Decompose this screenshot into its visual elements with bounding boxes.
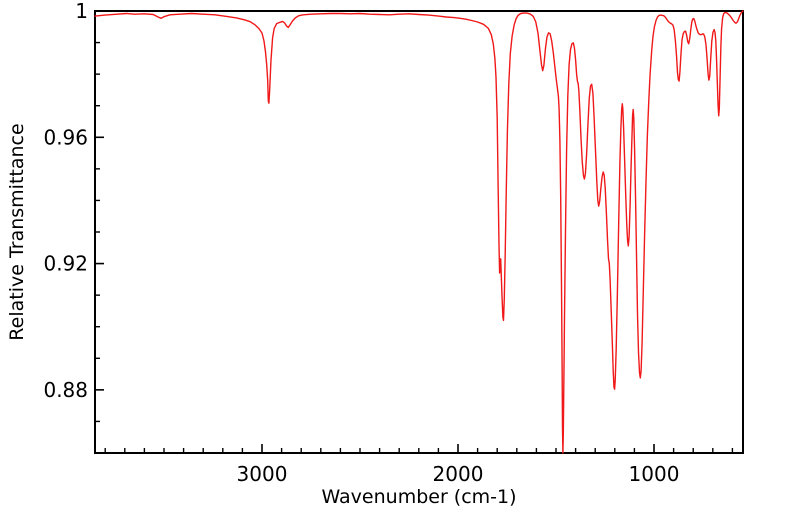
x-tick-label: 3000 [237,462,288,486]
y-tick-label: 0.88 [43,378,88,402]
x-tick-label: 2000 [433,462,484,486]
x-axis-label: Wavenumber (cm-1) [321,486,517,508]
spectrum-line [94,10,744,454]
y-axis-label: Relative Transmittance [6,123,28,341]
y-tick-label: 1 [75,0,88,23]
x-tick-label: 1000 [629,462,680,486]
y-tick-label: 0.92 [43,252,88,276]
plot-border [94,10,744,454]
y-tick-label: 0.96 [43,125,88,149]
